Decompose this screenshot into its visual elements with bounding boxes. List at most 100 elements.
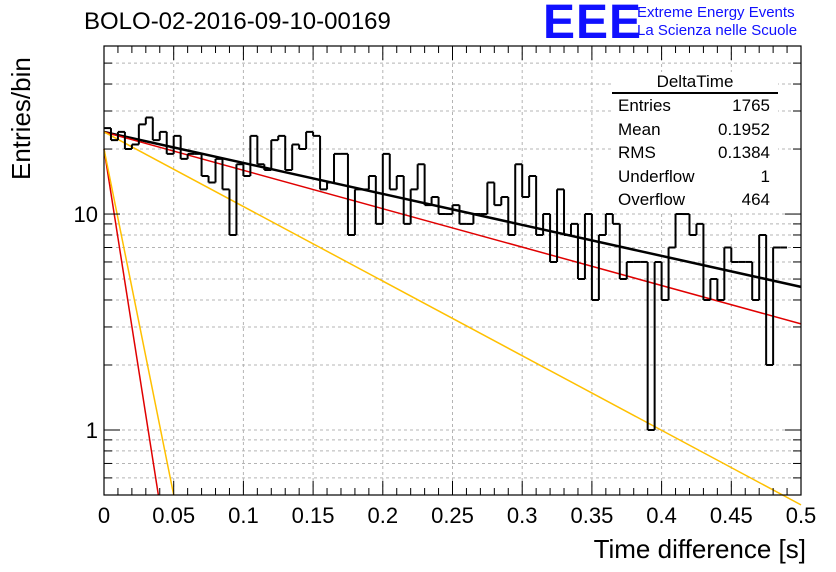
stats-value: 1 bbox=[760, 166, 770, 186]
axes bbox=[103, 45, 802, 496]
histogram-bin bbox=[374, 176, 383, 225]
x-tick-label: 0.5 bbox=[786, 503, 817, 528]
x-tick-label: 0.05 bbox=[152, 503, 195, 528]
histogram-bin bbox=[402, 176, 411, 225]
histogram-bin bbox=[674, 213, 683, 248]
stats-label: RMS bbox=[618, 143, 656, 162]
histogram-bin bbox=[569, 222, 578, 235]
histogram-bin bbox=[409, 188, 418, 224]
histogram-bin bbox=[319, 135, 328, 191]
stats-box: DeltaTime Entries 1765 Mean 0.1952 RMS 0… bbox=[612, 72, 778, 212]
histogram-bin bbox=[472, 213, 481, 224]
histogram-bin bbox=[451, 204, 460, 215]
histogram-bin bbox=[291, 143, 300, 170]
histogram-bin bbox=[486, 181, 495, 215]
histogram-bin bbox=[284, 135, 293, 171]
histogram-bin bbox=[263, 164, 272, 171]
histogram-bin bbox=[416, 163, 425, 190]
stats-label: Mean bbox=[618, 119, 661, 139]
stats-value: 464 bbox=[741, 190, 770, 209]
x-tick-label: 0.1 bbox=[228, 503, 259, 528]
x-tick-label: 0.2 bbox=[368, 503, 399, 528]
tick-labels: 0 0.05 0.1 0.15 0.2 0.25 0.3 0.35 0.4 0.45 0.5 1 10 bbox=[74, 202, 817, 528]
histogram bbox=[104, 116, 788, 431]
histogram-bin bbox=[221, 158, 230, 191]
histogram-bin bbox=[500, 195, 509, 206]
histogram-bin bbox=[507, 196, 516, 236]
histogram-bin bbox=[116, 130, 125, 141]
stats-row-overflow: Overflow 464 bbox=[612, 188, 778, 212]
histogram-bin bbox=[528, 175, 537, 197]
fit-curve bbox=[103, 148, 175, 496]
histogram-bin bbox=[256, 135, 265, 166]
histogram-bin bbox=[549, 214, 558, 263]
logo-text: Extreme Energy Events La Scienza nelle S… bbox=[637, 4, 797, 40]
stats-row-entries: Entries 1765 bbox=[612, 94, 778, 118]
histogram-bin bbox=[709, 278, 718, 300]
histogram-bin bbox=[381, 152, 390, 224]
histogram-bin bbox=[186, 152, 195, 159]
histogram-bin bbox=[200, 153, 209, 178]
fit-curve bbox=[103, 131, 802, 506]
eee-logo: EEE bbox=[543, 0, 642, 47]
histogram-bin bbox=[542, 213, 551, 235]
histogram-bin bbox=[702, 223, 711, 301]
histogram-bin bbox=[430, 195, 439, 206]
x-tick-label: 0.3 bbox=[507, 503, 538, 528]
logo-line-2: La Scienza nelle Scuole bbox=[637, 22, 798, 39]
x-axis-label: Time difference [s] bbox=[593, 534, 806, 564]
histogram-bin bbox=[333, 152, 341, 183]
stats-title: DeltaTime bbox=[612, 72, 778, 94]
fit-curve bbox=[103, 131, 802, 325]
histogram-bin bbox=[165, 131, 174, 155]
x-tick-label: 0 bbox=[98, 503, 110, 528]
x-tick-label: 0.15 bbox=[292, 503, 335, 528]
histogram-bin bbox=[765, 234, 774, 366]
histogram-bin bbox=[458, 205, 467, 225]
histogram-bin bbox=[305, 130, 314, 150]
histogram-bin bbox=[667, 246, 676, 300]
x-tick-label: 0.45 bbox=[710, 503, 753, 528]
logo-mark: EEE bbox=[543, 0, 643, 49]
histogram-bin bbox=[312, 131, 321, 137]
histogram-bin bbox=[597, 233, 606, 300]
histogram-bin bbox=[514, 163, 523, 235]
histogram-bin bbox=[604, 213, 613, 235]
chart-title: BOLO-02-2016-09-10-00169 bbox=[84, 8, 391, 35]
histogram-bin bbox=[521, 164, 530, 198]
histogram-bin bbox=[353, 188, 362, 235]
histogram-bin bbox=[772, 246, 781, 365]
histogram-bin bbox=[423, 164, 432, 207]
histogram-bin bbox=[172, 134, 181, 154]
stats-value: 1765 bbox=[732, 96, 770, 115]
histogram-bin bbox=[590, 214, 599, 301]
fit-curve bbox=[103, 148, 160, 496]
stats-value: 0.1952 bbox=[718, 119, 770, 139]
x-tick-label: 0.35 bbox=[570, 503, 613, 528]
histogram-bin bbox=[576, 223, 585, 281]
histogram-bin bbox=[214, 157, 223, 183]
histogram-bin bbox=[730, 247, 739, 263]
histogram-bin bbox=[179, 135, 188, 160]
histogram-bin bbox=[695, 222, 704, 235]
histogram-bin bbox=[535, 176, 544, 236]
histogram-bin bbox=[583, 213, 592, 280]
histogram-bin bbox=[242, 164, 251, 178]
histogram-bin bbox=[653, 260, 662, 430]
y-tick-label: 10 bbox=[74, 202, 98, 227]
histogram-bin bbox=[137, 123, 146, 145]
stats-row-underflow: Underflow 1 bbox=[612, 165, 778, 189]
histogram-bin bbox=[277, 134, 286, 141]
histogram-bin bbox=[270, 139, 279, 170]
stats-label: Entries bbox=[618, 96, 671, 115]
stats-value: 0.1384 bbox=[718, 143, 770, 162]
histogram-bin bbox=[235, 163, 244, 235]
histogram-bin bbox=[395, 175, 404, 190]
logo-line-1: Extreme Energy Events bbox=[637, 4, 795, 21]
histogram-bin bbox=[144, 116, 153, 125]
y-axis-label: Entries/bin bbox=[6, 57, 36, 180]
histogram-bin bbox=[493, 182, 502, 207]
x-tick-label: 0.25 bbox=[431, 503, 474, 528]
histogram-bin bbox=[437, 196, 446, 216]
